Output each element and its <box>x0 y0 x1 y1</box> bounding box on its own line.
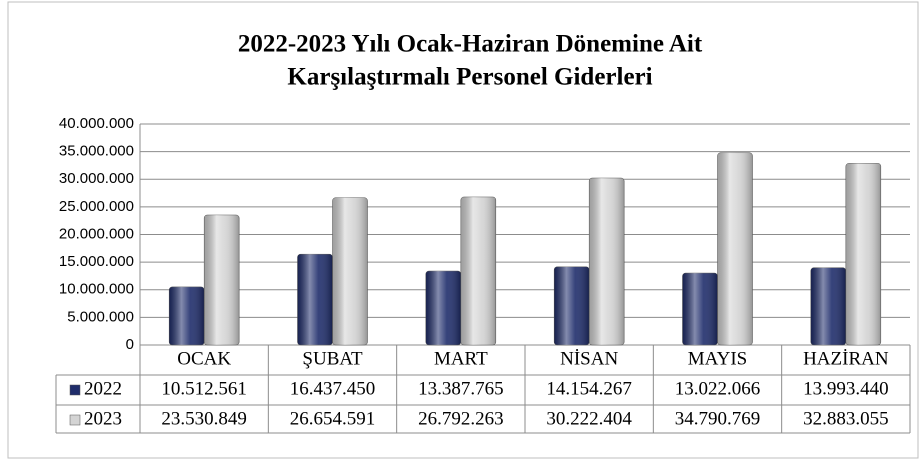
y-tick-label: 40.000.000 <box>59 115 134 132</box>
bar-shine <box>810 267 846 345</box>
bar-shine <box>425 271 461 345</box>
y-tick-label: 30.000.000 <box>59 170 134 187</box>
y-tick-label: 10.000.000 <box>59 281 134 298</box>
value-label: 32.883.055 <box>803 408 889 429</box>
bar-shine <box>332 197 368 345</box>
value-label: 13.387.765 <box>418 378 504 399</box>
value-label: 13.993.440 <box>803 378 889 399</box>
x-tick-label: HAZİRAN <box>803 348 889 369</box>
bar-shine <box>297 254 333 345</box>
legend-label: 2022 <box>84 378 122 399</box>
bar-shine <box>169 286 205 345</box>
legend-marker <box>69 414 81 426</box>
bar-shine <box>682 273 718 345</box>
legend-label: 2023 <box>84 408 122 429</box>
y-tick-label: 25.000.000 <box>59 198 134 215</box>
y-tick-label: 0 <box>126 336 134 353</box>
x-tick-label: MART <box>434 348 488 369</box>
value-label: 34.790.769 <box>675 408 761 429</box>
value-label: 10.512.561 <box>161 378 247 399</box>
value-label: 23.530.849 <box>161 408 247 429</box>
y-tick-label: 20.000.000 <box>59 225 134 242</box>
bar-shine <box>204 214 240 345</box>
y-tick-label: 35.000.000 <box>59 143 134 160</box>
value-label: 30.222.404 <box>546 408 632 429</box>
x-tick-label: OCAK <box>177 348 231 369</box>
chart-subtitle: Karşılaştırmalı Personel Giderleri <box>287 64 652 91</box>
legend-marker <box>69 384 81 396</box>
chart-title: 2022-2023 Yılı Ocak-Haziran Dönemine Ait <box>238 31 703 58</box>
value-label: 26.654.591 <box>290 408 376 429</box>
bar-shine <box>554 266 590 345</box>
chart-frame <box>7 1 919 459</box>
value-label: 13.022.066 <box>675 378 761 399</box>
y-tick-label: 5.000.000 <box>67 308 134 325</box>
value-label: 16.437.450 <box>290 378 376 399</box>
x-tick-label: NİSAN <box>560 348 618 369</box>
y-tick-label: 15.000.000 <box>59 253 134 270</box>
bar-shine <box>460 196 496 345</box>
x-tick-label: MAYIS <box>688 348 748 369</box>
bar-shine <box>589 178 625 345</box>
value-label: 26.792.263 <box>418 408 504 429</box>
bar-shine <box>845 163 881 345</box>
x-tick-label: ŞUBAT <box>302 348 363 369</box>
bar-shine <box>717 152 753 345</box>
value-label: 14.154.267 <box>546 378 632 399</box>
